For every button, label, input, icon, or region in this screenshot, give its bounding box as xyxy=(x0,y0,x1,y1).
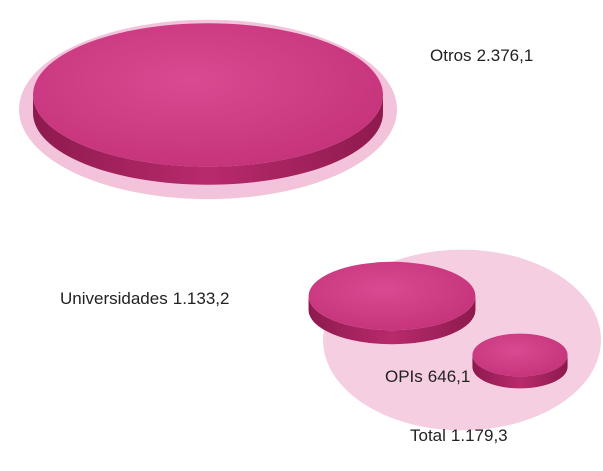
disc-side xyxy=(308,296,476,345)
disc-top xyxy=(308,261,476,331)
label-value: 1.179,3 xyxy=(451,426,508,445)
label-value: 1.133,2 xyxy=(173,289,230,308)
disc-top xyxy=(472,333,568,377)
data-label: Otros 2.376,1 xyxy=(430,46,533,65)
disc xyxy=(308,261,476,345)
label-name: Otros xyxy=(430,46,472,65)
label-value: 2.376,1 xyxy=(477,46,534,65)
label-name: OPIs xyxy=(385,367,423,386)
disc-side xyxy=(33,95,383,185)
disc xyxy=(19,19,397,200)
data-label: Universidades 1.133,2 xyxy=(60,289,229,308)
disc-side xyxy=(472,355,568,389)
data-label: Total 1.179,3 xyxy=(410,426,508,445)
disc xyxy=(472,333,568,389)
label-name: Total xyxy=(410,426,446,445)
label-value: 646,1 xyxy=(428,367,471,386)
label-name: Universidades xyxy=(60,289,168,308)
data-label: OPIs 646,1 xyxy=(385,367,470,386)
disc-top xyxy=(33,23,383,167)
